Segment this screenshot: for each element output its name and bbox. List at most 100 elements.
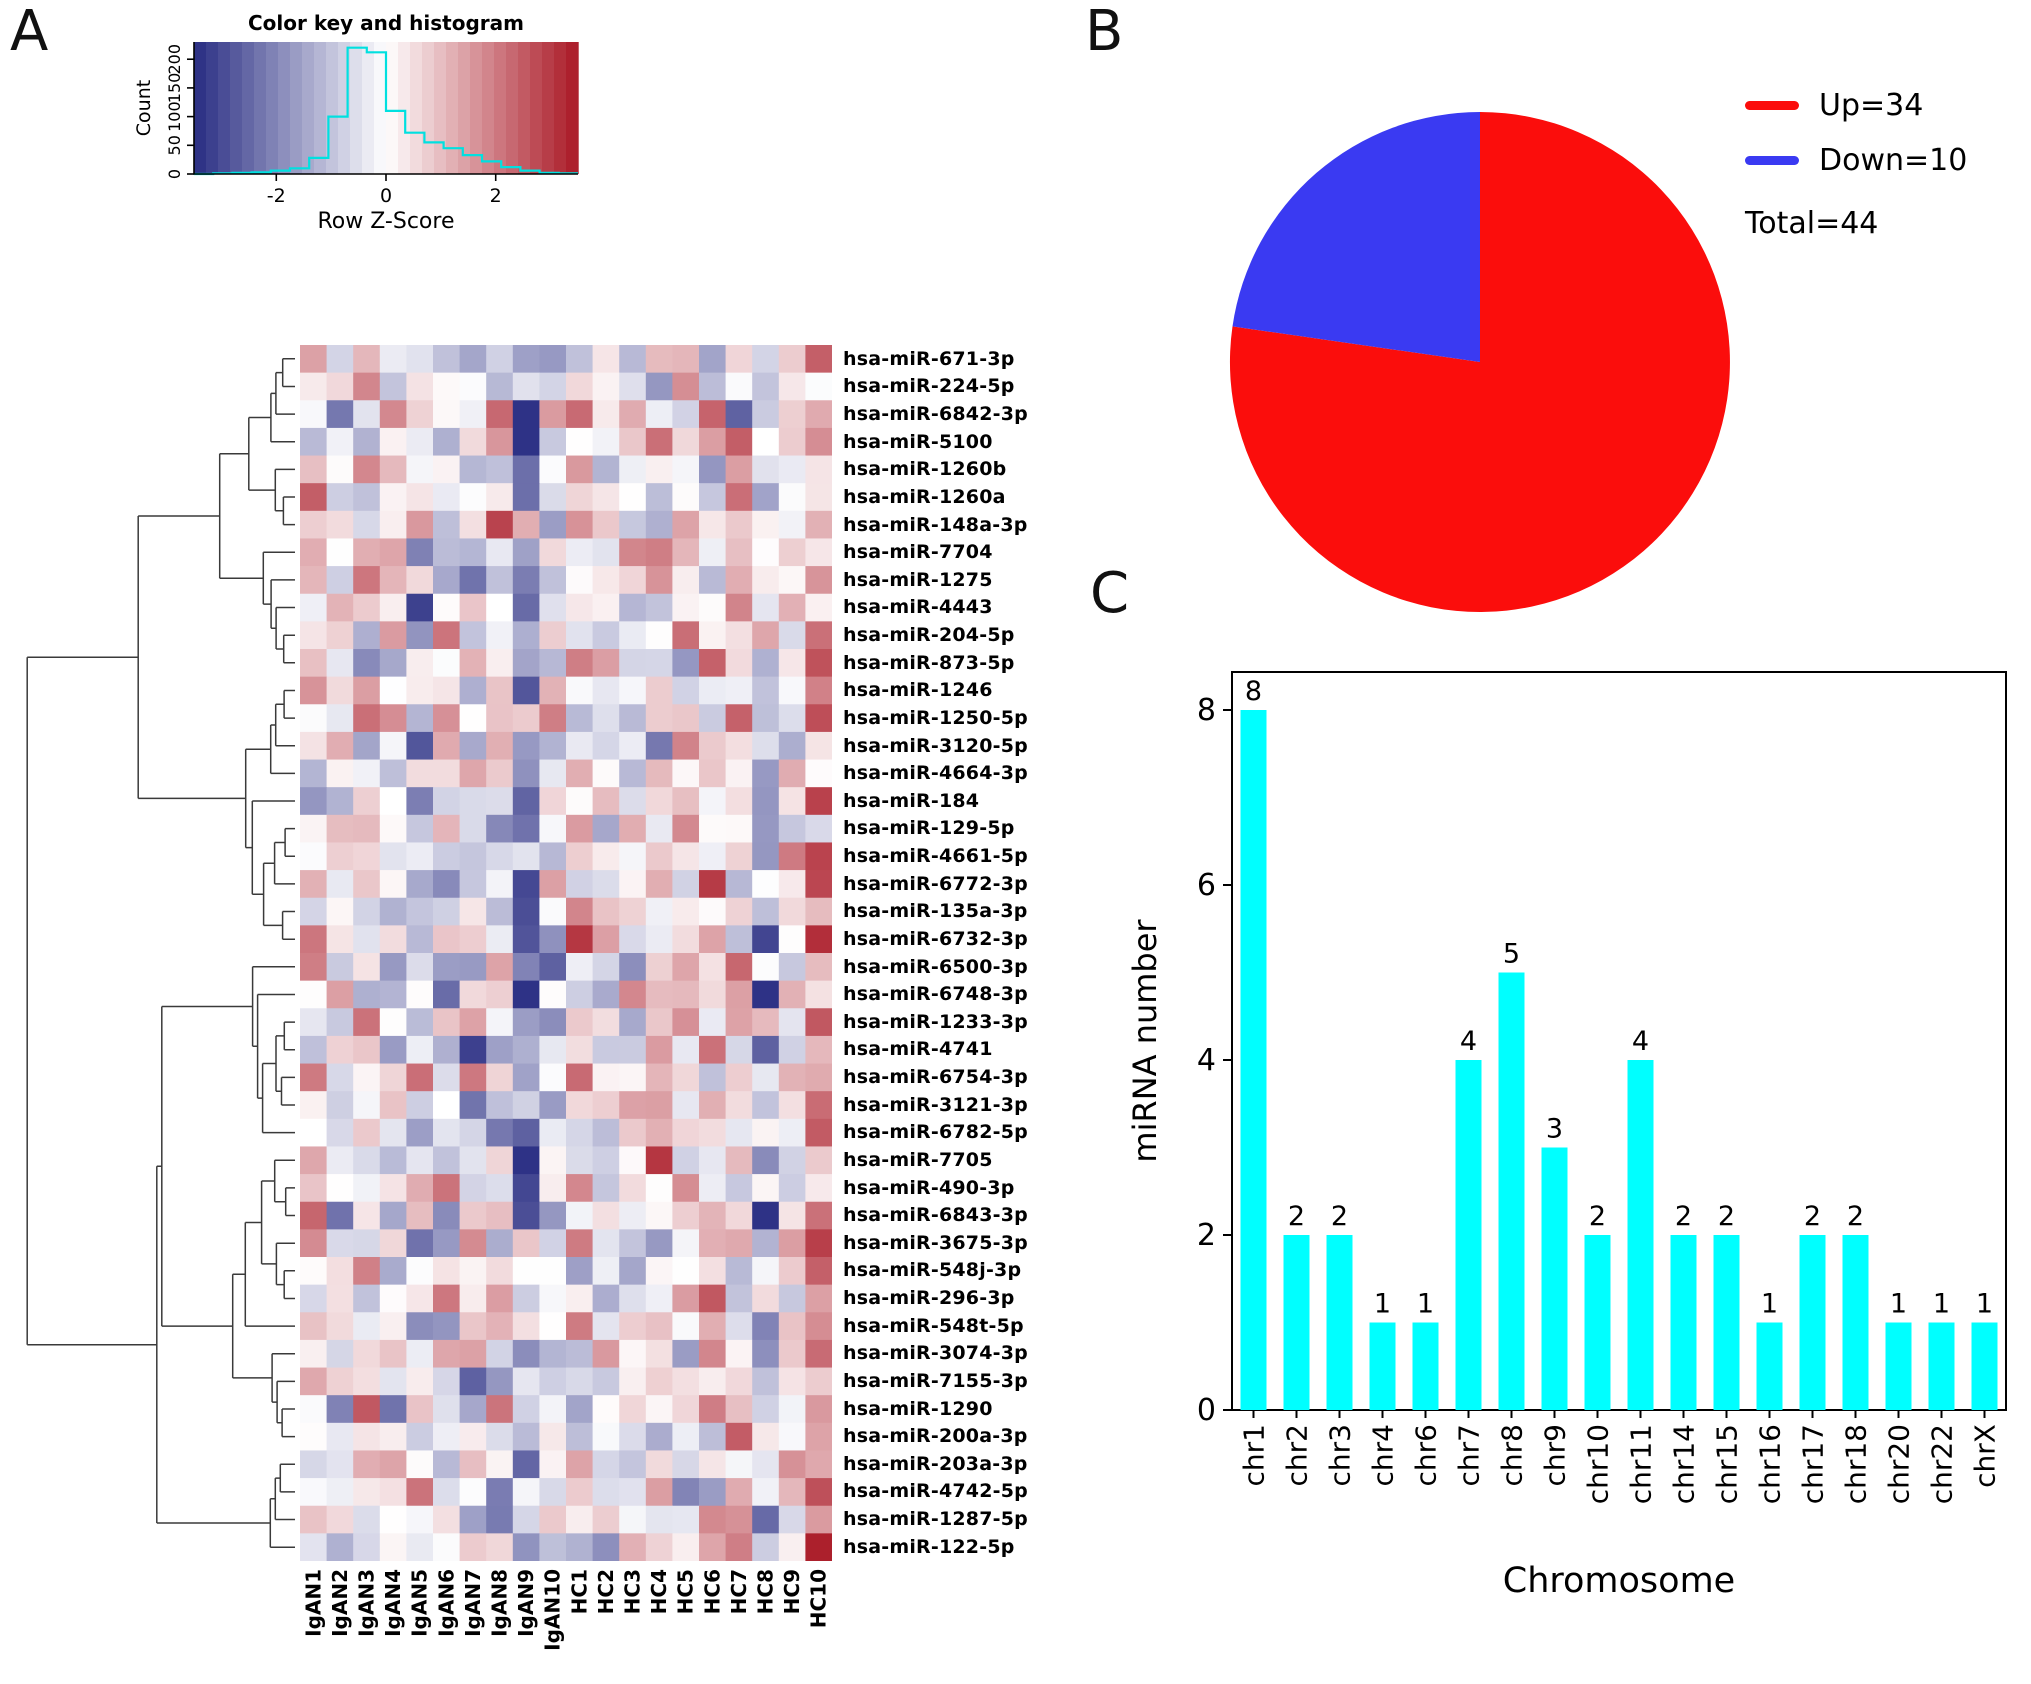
heatmap-cell: [778, 649, 806, 678]
heatmap-row-label: hsa-miR-1250-5p: [843, 706, 1028, 729]
heatmap-cell: [725, 1146, 753, 1175]
heatmap-cell: [300, 925, 328, 954]
heatmap-cell: [300, 1312, 328, 1341]
heatmap-cell: [300, 676, 328, 705]
bar-value-label: 2: [1804, 1201, 1821, 1232]
heatmap-cell: [326, 510, 354, 539]
heatmap-cell: [379, 897, 407, 926]
heatmap-cell: [379, 953, 407, 982]
heatmap-cell: [699, 1201, 727, 1230]
heatmap-cell: [326, 1339, 354, 1369]
heatmap-cell: [699, 538, 727, 567]
heatmap-cell: [512, 925, 540, 954]
heatmap-cell: [539, 372, 567, 401]
heatmap-cell: [619, 566, 647, 595]
heatmap-cell: [805, 649, 832, 678]
heatmap-cell: [539, 925, 567, 954]
heatmap-cell: [406, 897, 434, 926]
heatmap-cell: [619, 1257, 647, 1286]
heatmap-cell: [566, 593, 594, 622]
heatmap-cell: [406, 1422, 434, 1451]
heatmap-cell: [459, 1008, 487, 1037]
heatmap-cell: [778, 483, 806, 512]
heatmap-cell: [512, 566, 540, 595]
heatmap-cell: [379, 483, 407, 512]
heatmap-cell: [512, 842, 540, 871]
heatmap-cell: [486, 1229, 514, 1258]
bar-value-label: 2: [1331, 1201, 1348, 1232]
heatmap-cell: [300, 1257, 328, 1286]
heatmap-cell: [433, 372, 461, 401]
heatmap-cell: [805, 1367, 832, 1396]
heatmap-cell: [406, 676, 434, 705]
heatmap-cell: [725, 1367, 753, 1396]
heatmap-cell: [566, 1257, 594, 1286]
heatmap-cell: [619, 842, 647, 871]
heatmap-cell: [406, 510, 434, 539]
heatmap-cell: [725, 538, 753, 567]
color-key-x-tick-label: 2: [490, 185, 502, 207]
color-key-gradient-step: [458, 42, 471, 174]
heatmap-cell: [645, 483, 673, 512]
heatmap-cell: [512, 510, 540, 539]
heatmap-cell: [486, 676, 514, 705]
heatmap-cell: [300, 1367, 328, 1396]
heatmap-cell: [592, 1312, 620, 1341]
heatmap-column-label: HC8: [754, 1569, 778, 1614]
bar: [1799, 1235, 1826, 1410]
heatmap-cell: [725, 1312, 753, 1341]
heatmap-cell: [326, 566, 354, 595]
heatmap-cell: [326, 1395, 354, 1424]
heatmap-cell: [326, 980, 354, 1009]
heatmap-row-label: hsa-miR-490-3p: [843, 1176, 1015, 1199]
heatmap-cell: [672, 1201, 700, 1230]
heatmap-cell: [672, 1091, 700, 1120]
heatmap-cell: [406, 1174, 434, 1203]
heatmap-cell: [326, 1063, 354, 1092]
heatmap-cell: [645, 455, 673, 484]
heatmap-cell: [512, 593, 540, 622]
pie-total-label: Total=44: [1745, 206, 1879, 241]
heatmap-cell: [805, 372, 832, 401]
heatmap-cell: [459, 538, 487, 567]
heatmap-cell: [672, 980, 700, 1009]
heatmap-cell: [619, 510, 647, 539]
heatmap-cell: [353, 1339, 381, 1369]
heatmap-cell: [778, 704, 806, 733]
heatmap-cell: [752, 1174, 780, 1203]
heatmap-row-label: hsa-miR-4661-5p: [843, 845, 1028, 868]
heatmap-cell: [699, 1395, 727, 1424]
heatmap-cell: [539, 1174, 567, 1203]
heatmap-cell: [433, 1229, 461, 1258]
heatmap-cell: [725, 1478, 753, 1507]
color-key-gradient-step: [374, 42, 387, 174]
heatmap-cell: [725, 510, 753, 539]
heatmap-cell: [752, 731, 780, 761]
heatmap-row-label: hsa-miR-224-5p: [843, 375, 1015, 398]
heatmap-cell: [699, 842, 727, 871]
heatmap-cell: [592, 455, 620, 484]
heatmap-cell: [566, 870, 594, 899]
heatmap-cell: [592, 1505, 620, 1534]
heatmap-cell: [486, 1008, 514, 1037]
heatmap-cell: [433, 510, 461, 539]
heatmap-cell: [778, 455, 806, 484]
heatmap-column-label: IgAN9: [514, 1569, 538, 1637]
heatmap-cell: [752, 1118, 780, 1147]
bar: [1326, 1235, 1353, 1410]
heatmap-cell: [486, 345, 514, 374]
heatmap-cell: [379, 1367, 407, 1396]
heatmap-row-label: hsa-miR-6843-3p: [843, 1204, 1028, 1227]
bar-x-tick-label: chr3: [1324, 1424, 1357, 1486]
heatmap-cell: [752, 483, 780, 512]
heatmap-cell: [486, 372, 514, 401]
heatmap-cell: [459, 427, 487, 457]
heatmap-cell: [512, 538, 540, 567]
heatmap-cell: [778, 842, 806, 871]
heatmap-cell: [353, 1533, 381, 1561]
heatmap-cell: [539, 814, 567, 843]
heatmap-cell: [459, 814, 487, 843]
heatmap-column-label: IgAN1: [301, 1569, 325, 1637]
heatmap-cell: [645, 1367, 673, 1396]
heatmap-cell: [353, 1201, 381, 1230]
